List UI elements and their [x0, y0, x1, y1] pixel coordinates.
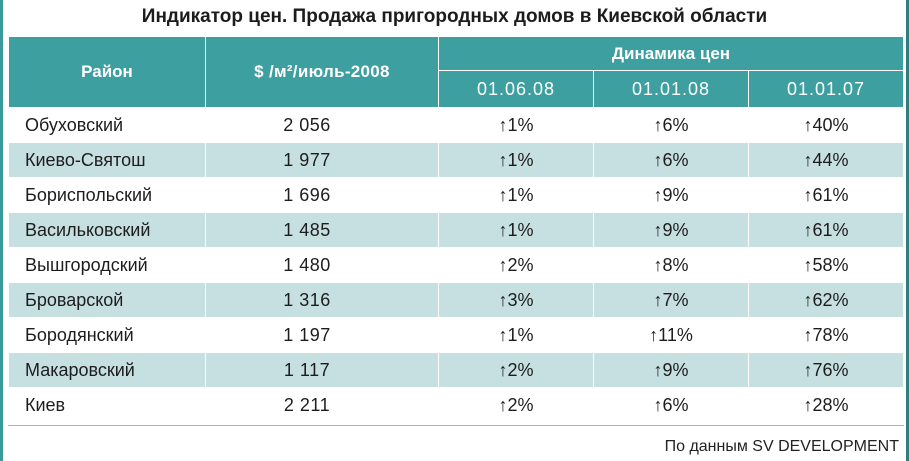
- change-cell-3: ↑61%: [748, 177, 904, 213]
- price-cell: 1 977: [205, 142, 439, 178]
- price-cell: 1 316: [205, 282, 439, 318]
- district-cell: Макаровский: [8, 352, 206, 388]
- table-row: Васильковский 1 485 ↑1% ↑9% ↑61%: [8, 212, 904, 248]
- header-date-3: 01.01.07: [748, 70, 904, 108]
- source-note: По данным SV DEVELOPMENT: [664, 438, 899, 455]
- page-title: Индикатор цен. Продажа пригородных домов…: [141, 6, 768, 27]
- change-cell-3: ↑76%: [748, 352, 904, 388]
- header-row-top: Район $ /м²/июль-2008 Динамика цен: [8, 35, 904, 108]
- change-cell-2: ↑6%: [593, 387, 749, 423]
- price-cell: 1 480: [205, 247, 439, 283]
- district-cell: Броварской: [8, 282, 206, 318]
- right-accent-bar: [906, 0, 909, 461]
- table-row: Макаровский 1 117 ↑2% ↑9% ↑76%: [8, 352, 904, 388]
- table-row: Бородянский 1 197 ↑1% ↑11% ↑78%: [8, 317, 904, 353]
- change-cell-2: ↑6%: [593, 107, 749, 143]
- change-cell-1: ↑3%: [438, 282, 594, 318]
- bottom-divider: [8, 425, 904, 426]
- change-cell-2: ↑9%: [593, 212, 749, 248]
- change-cell-1: ↑2%: [438, 352, 594, 388]
- change-cell-2: ↑7%: [593, 282, 749, 318]
- price-cell: 2 056: [205, 107, 439, 143]
- district-cell: Бородянский: [8, 317, 206, 353]
- price-cell: 1 485: [205, 212, 439, 248]
- district-cell: Обуховский: [8, 107, 206, 143]
- change-cell-2: ↑9%: [593, 352, 749, 388]
- change-cell-2: ↑6%: [593, 142, 749, 178]
- change-cell-1: ↑1%: [438, 107, 594, 143]
- change-cell-3: ↑40%: [748, 107, 904, 143]
- table-row: Киев 2 211 ↑2% ↑6% ↑28%: [8, 387, 904, 423]
- change-cell-3: ↑78%: [748, 317, 904, 353]
- change-cell-1: ↑1%: [438, 177, 594, 213]
- header-district: Район: [8, 36, 206, 108]
- price-cell: 1 696: [205, 177, 439, 213]
- header-date-1: 01.06.08: [438, 70, 594, 108]
- change-cell-2: ↑8%: [593, 247, 749, 283]
- change-cell-2: ↑9%: [593, 177, 749, 213]
- district-cell: Киево-Святош: [8, 142, 206, 178]
- change-cell-3: ↑62%: [748, 282, 904, 318]
- header-row-dates: 01.06.08 01.01.08 01.01.07: [9, 70, 904, 108]
- price-cell: 1 197: [205, 317, 439, 353]
- price-cell: 1 117: [205, 352, 439, 388]
- change-cell-3: ↑58%: [748, 247, 904, 283]
- change-cell-3: ↑44%: [748, 142, 904, 178]
- change-cell-1: ↑2%: [438, 387, 594, 423]
- change-cell-1: ↑2%: [438, 247, 594, 283]
- table-row: Киево-Святош 1 977 ↑1% ↑6% ↑44%: [8, 142, 904, 178]
- left-accent-bar: [0, 0, 3, 461]
- district-cell: Васильковский: [8, 212, 206, 248]
- change-cell-3: ↑61%: [748, 212, 904, 248]
- header-price: $ /м²/июль-2008: [205, 36, 439, 108]
- table-row: Вышгородский 1 480 ↑2% ↑8% ↑58%: [8, 247, 904, 283]
- table-row: Бориспольский 1 696 ↑1% ↑9% ↑61%: [8, 177, 904, 213]
- change-cell-3: ↑28%: [748, 387, 904, 423]
- price-cell: 2 211: [205, 387, 439, 423]
- table-row: Обуховский 2 056 ↑1% ↑6% ↑40%: [8, 107, 904, 143]
- change-cell-1: ↑1%: [438, 212, 594, 248]
- change-cell-1: ↑1%: [438, 142, 594, 178]
- district-cell: Вышгородский: [8, 247, 206, 283]
- header-date-2: 01.01.08: [593, 70, 749, 108]
- change-cell-1: ↑1%: [438, 317, 594, 353]
- header-dynamics: Динамика цен: [438, 35, 904, 72]
- table-row: Броварской 1 316 ↑3% ↑7% ↑62%: [8, 282, 904, 318]
- district-cell: Киев: [8, 387, 206, 423]
- price-table: Район $ /м²/июль-2008 Динамика цен 01.06…: [8, 35, 904, 423]
- change-cell-2: ↑11%: [593, 317, 749, 353]
- district-cell: Бориспольский: [8, 177, 206, 213]
